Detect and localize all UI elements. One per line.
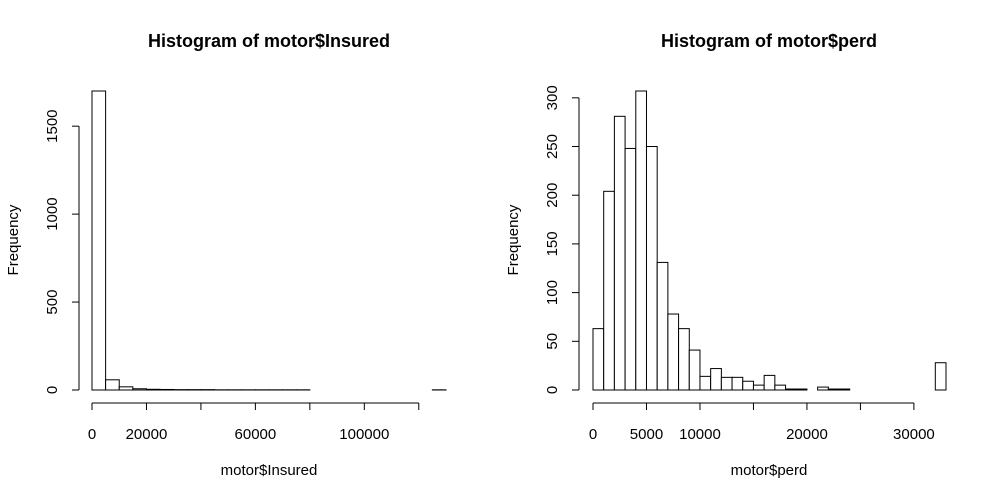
perd-y-axis: 0 50 100 150 200 250 300 (544, 85, 580, 394)
perd-x-axis: 0 5000 10000 20000 30000 (589, 402, 935, 443)
insured-histogram-bar (118, 386, 134, 391)
perd-histogram-bar (731, 376, 744, 391)
perd-histogram-bar (774, 384, 787, 391)
insured-y-tick-label: 500 (44, 290, 61, 315)
insured-y-tick-label: 0 (44, 386, 61, 394)
perd-x-tick-label: 5000 (630, 426, 663, 443)
insured-histogram-bar (105, 379, 120, 391)
perd-histogram-bar (624, 147, 637, 391)
perd-y-tick-label: 50 (544, 333, 561, 350)
insured-x-tick-label: 60000 (235, 426, 277, 443)
perd-y-tick-label: 0 (544, 386, 561, 394)
perd-histogram-bar (699, 375, 712, 391)
perd-y-axis-label: Frequency (505, 204, 522, 275)
insured-histogram-bar (132, 388, 147, 391)
perd-histogram-bar (603, 190, 615, 391)
insured-histogram-bar (145, 388, 161, 391)
perd-y-tick-label: 150 (544, 231, 561, 256)
perd-x-tick-label: 0 (589, 426, 597, 443)
perd-histogram-bar (763, 374, 776, 391)
perd-y-tick-label: 300 (544, 85, 561, 110)
insured-x-tick-label: 0 (88, 426, 96, 443)
perd-x-tick-label: 30000 (893, 426, 935, 443)
perd-x-tick-label: 10000 (679, 426, 721, 443)
perd-histogram-bar (742, 380, 754, 391)
perd-histogram-bar (795, 388, 808, 391)
insured-y-axis: 0 500 1000 1500 (44, 109, 80, 394)
perd-y-tick-label: 200 (544, 183, 561, 208)
insured-x-tick-label: 20000 (126, 426, 168, 443)
perd-histogram-panel: Histogram of motor$perd motor$perd Frequ… (505, 31, 947, 479)
insured-y-tick-label: 1500 (44, 109, 61, 142)
perd-bars (592, 90, 947, 391)
perd-histogram-bar (785, 388, 797, 391)
perd-x-axis-label: motor$perd (731, 462, 808, 479)
insured-bars (91, 90, 447, 391)
perd-y-tick-label: 100 (544, 280, 561, 305)
perd-histogram-bar (656, 261, 669, 391)
insured-x-axis-label: motor$Insured (221, 462, 318, 479)
insured-histogram-panel: Histogram of motor$Insured motor$Insured… (5, 31, 447, 479)
perd-histogram-title: Histogram of motor$perd (661, 31, 877, 51)
perd-y-tick-label: 250 (544, 134, 561, 159)
perd-histogram-bar (592, 328, 605, 391)
insured-y-tick-label: 1000 (44, 197, 61, 230)
perd-histogram-bar (613, 115, 626, 391)
perd-histogram-bar (635, 90, 647, 391)
perd-histogram-bar (934, 362, 947, 391)
perd-histogram-bar (838, 388, 851, 391)
perd-histogram-bar (827, 388, 840, 391)
perd-x-tick-label: 20000 (786, 426, 828, 443)
insured-histogram-bar (91, 90, 107, 391)
perd-histogram-bar (720, 376, 733, 391)
perd-histogram-bar (752, 384, 765, 391)
perd-histogram-bar (710, 368, 722, 391)
perd-histogram-bar (817, 386, 829, 391)
insured-histogram-bar (159, 388, 175, 391)
insured-y-axis-label: Frequency (5, 204, 22, 275)
insured-x-tick-label: 100000 (339, 426, 389, 443)
insured-histogram-title: Histogram of motor$Insured (148, 31, 390, 51)
perd-histogram-bar (645, 146, 658, 391)
perd-histogram-bar (688, 349, 701, 391)
insured-x-axis: 0 20000 60000 100000 (88, 402, 420, 443)
perd-histogram-bar (667, 313, 680, 391)
perd-histogram-bar (678, 328, 690, 391)
